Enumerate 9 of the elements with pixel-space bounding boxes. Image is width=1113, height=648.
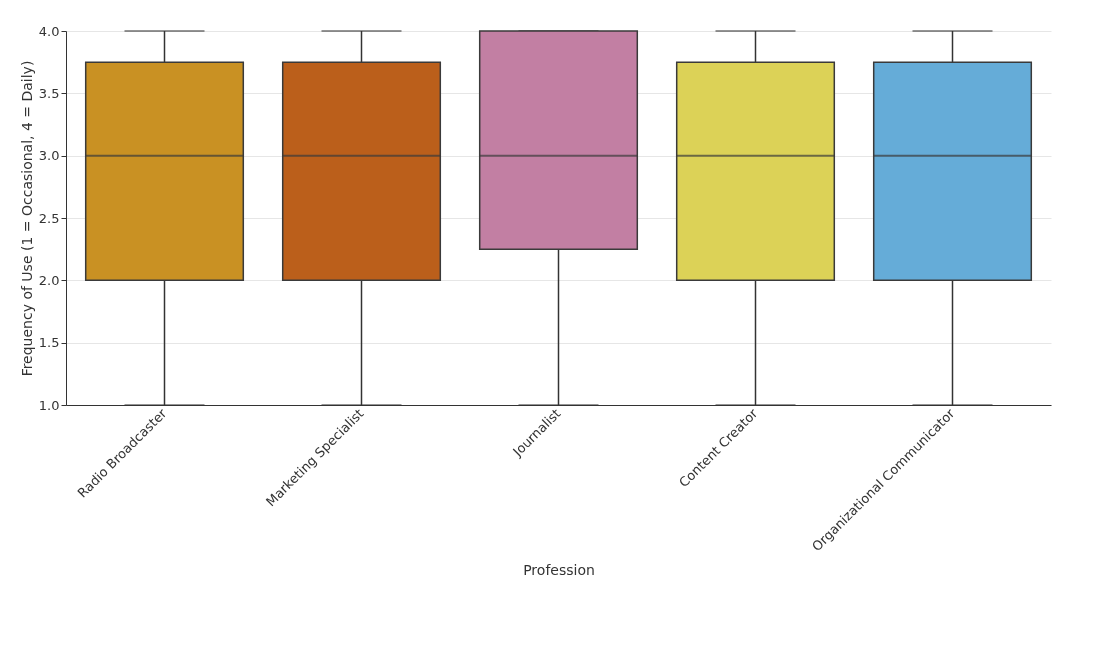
y-tick-label: 3.0 xyxy=(38,148,60,164)
y-tick-label: 2.0 xyxy=(38,272,60,288)
y-tick-label: 1.5 xyxy=(38,335,60,351)
y-tick-label: 4.0 xyxy=(38,23,60,39)
x-axis-title: Profession xyxy=(523,562,595,579)
y-tick-label: 3.5 xyxy=(38,85,60,101)
y-axis-title: Frequency of Use (1 = Occasional, 4 = Daily) xyxy=(18,60,35,377)
y-tick-label: 1.0 xyxy=(38,397,60,413)
y-tick-label: 2.5 xyxy=(38,210,60,226)
